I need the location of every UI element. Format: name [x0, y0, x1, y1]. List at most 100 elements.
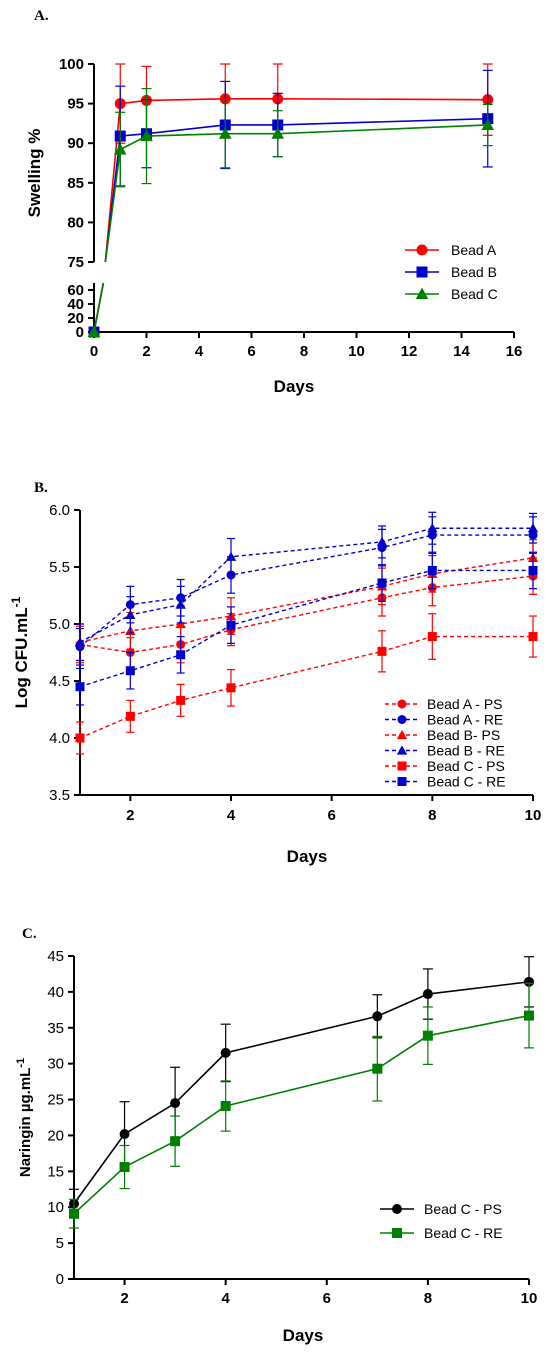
y-tick-label: 3.5 — [49, 787, 70, 804]
y-tick-label: 10 — [47, 1199, 64, 1216]
data-point — [376, 536, 388, 547]
panel-label-c: C. — [22, 926, 37, 942]
data-point — [125, 666, 135, 676]
series-bead-b — [88, 69, 494, 338]
y-tick-label: 40 — [47, 984, 64, 1001]
x-tick-label: 6 — [327, 807, 335, 824]
y-tick-label: 0 — [56, 1271, 64, 1288]
data-point — [175, 599, 186, 609]
data-point — [427, 565, 437, 575]
data-point — [226, 683, 236, 693]
y-tick-label: 0 — [76, 324, 84, 341]
series-line — [79, 569, 533, 688]
y-tick-label: 100 — [59, 56, 84, 73]
y-tick-label: 5 — [56, 1235, 64, 1252]
legend-label: Bead C — [451, 286, 498, 302]
y-tick-label: 60 — [67, 282, 84, 299]
series-bead-c-ps — [75, 613, 538, 755]
y-tick-label: 20 — [67, 310, 84, 327]
legend-label: Bead C - PS — [427, 758, 505, 774]
series-line — [120, 98, 488, 105]
y-tick-label: 35 — [47, 1020, 64, 1037]
data-point — [140, 129, 153, 142]
x-tick-label: 10 — [521, 1290, 538, 1307]
data-point — [218, 127, 232, 139]
x-tick-label: 12 — [401, 343, 418, 360]
series-line — [79, 527, 533, 643]
legend-marker — [397, 715, 407, 724]
y-axis-title: Swelling % — [25, 129, 44, 218]
legend-marker — [396, 729, 408, 740]
data-point — [528, 632, 538, 642]
legend: Bead A Bead B Bead C — [405, 242, 498, 302]
legend-label: Bead C - PS — [424, 1201, 502, 1217]
y-tick-label: 4.5 — [49, 673, 70, 690]
series-line — [79, 534, 533, 648]
y-tick-label: 25 — [47, 1092, 64, 1109]
series-line — [93, 282, 105, 333]
y-tick-label: 5.5 — [49, 559, 70, 576]
x-axis-title: Days — [283, 1326, 324, 1345]
x-axis-title: Days — [274, 377, 315, 396]
series-line — [73, 981, 530, 1205]
legend-label: Bead A - RE — [427, 712, 503, 728]
x-tick-label: 2 — [120, 1290, 128, 1307]
legend-label: Bead C - RE — [424, 1225, 503, 1241]
x-tick-label: 8 — [428, 807, 436, 824]
series-bead-a — [88, 63, 494, 338]
y-axis-title: Naringin µg.mL-1 — [15, 1058, 34, 1177]
y-tick-label: 6.0 — [49, 502, 70, 519]
data-point — [220, 1101, 231, 1112]
x-axis-title: Days — [287, 847, 328, 866]
y-tick-label: 80 — [67, 214, 84, 231]
data-point — [372, 1011, 383, 1022]
legend-marker — [396, 745, 408, 755]
panel-c: C. 0 5 10 15 20 25 30 35 40 45 2 4 6 8 10 Days Naringin µ… — [15, 926, 537, 1345]
data-point — [176, 695, 186, 705]
series-bead-c-re — [69, 982, 534, 1229]
data-point — [481, 118, 495, 131]
y-tick-label: 75 — [67, 254, 84, 271]
data-point — [220, 1047, 231, 1058]
y-tick-label: 40 — [67, 296, 84, 313]
x-tick-label: 4 — [195, 343, 204, 360]
panel-label-b: B. — [34, 480, 48, 496]
data-point — [75, 733, 85, 743]
y-tick-label: 15 — [47, 1163, 64, 1180]
data-point — [75, 682, 85, 692]
data-point — [372, 1063, 383, 1074]
legend-label: Bead A - PS — [427, 696, 503, 712]
y-tick-label: 85 — [67, 175, 84, 192]
x-tick-label: 2 — [126, 807, 134, 824]
x-tick-label: 10 — [348, 343, 365, 360]
data-point — [377, 646, 387, 656]
data-point — [87, 325, 101, 338]
data-point — [271, 127, 285, 139]
legend-marker — [416, 244, 428, 256]
data-point — [422, 989, 433, 1000]
y-tick-label: 95 — [67, 96, 84, 113]
data-point — [527, 523, 539, 533]
y-axis-title: Log CFU.mL-1 — [9, 596, 31, 708]
x-tick-label: 6 — [247, 343, 255, 360]
legend-marker — [415, 287, 429, 300]
legend-marker — [416, 266, 428, 278]
x-tick-label: 10 — [525, 807, 542, 824]
y-tick-label: 20 — [47, 1127, 64, 1144]
data-point — [125, 609, 136, 620]
x-tick-label: 8 — [300, 343, 308, 360]
y-tick-label: 4.0 — [49, 730, 70, 747]
data-point — [69, 1208, 79, 1219]
data-point — [225, 551, 237, 561]
data-point — [170, 1098, 181, 1109]
data-point — [119, 1162, 130, 1173]
data-point — [524, 976, 534, 987]
y-tick-label: 5.0 — [49, 616, 70, 633]
series-line — [104, 149, 122, 263]
legend-label: Bead C - RE — [427, 774, 506, 790]
legend-marker — [397, 761, 407, 771]
series-bead-b-ps — [74, 539, 539, 662]
data-point — [427, 523, 438, 533]
data-point — [528, 565, 538, 575]
